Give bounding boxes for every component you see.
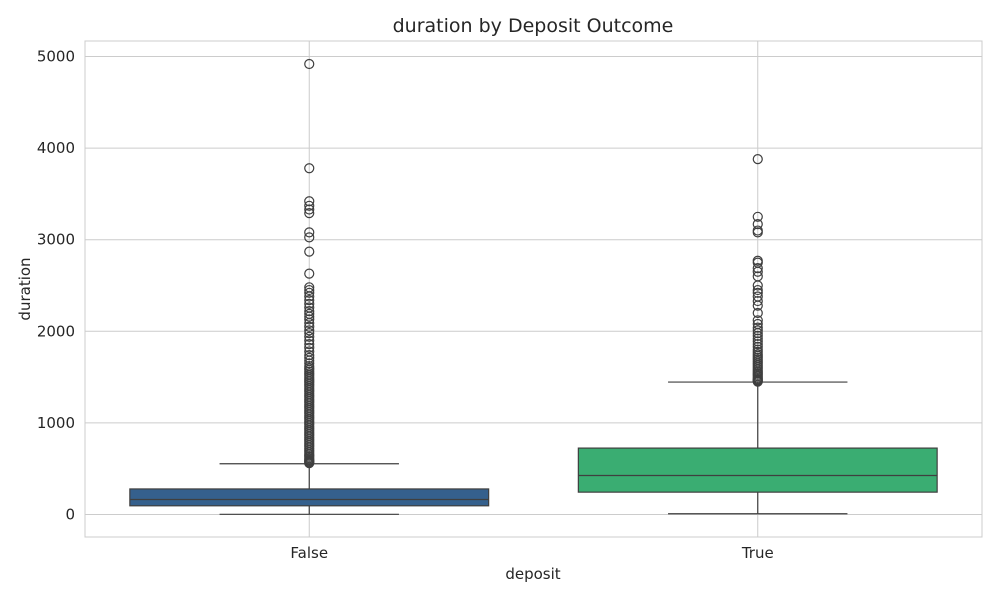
y-axis-label: duration: [16, 257, 34, 320]
outlier-point: [304, 232, 315, 243]
y-tick-label: 5000: [37, 48, 75, 66]
outlier-point: [752, 262, 763, 274]
box-group-true: [577, 153, 938, 515]
boxes: [129, 58, 938, 515]
box-iqr: [577, 447, 938, 493]
y-axis-ticks: 0 1000 2000 3000 4000 5000: [37, 48, 75, 524]
outlier-point: [304, 246, 315, 257]
outlier-point: [304, 308, 315, 319]
outlier-point: [304, 284, 315, 296]
outlier-point: [752, 341, 763, 352]
outlier-point: [304, 314, 315, 325]
y-tick-label: 1000: [37, 414, 75, 432]
outlier-point: [304, 321, 315, 332]
outlier-point: [304, 200, 315, 211]
outlier-point: [752, 255, 763, 266]
outlier-point: [752, 336, 763, 347]
outlier-point: [752, 153, 763, 165]
y-tick-label: 0: [65, 506, 75, 524]
outlier-point: [304, 196, 315, 207]
y-tick-label: 4000: [37, 139, 75, 157]
y-tick-label: 2000: [37, 322, 75, 340]
outlier-point: [304, 339, 315, 350]
outlier-point: [304, 346, 315, 357]
outlier-point: [304, 227, 315, 238]
outlier-point: [752, 219, 763, 230]
outlier-point: [752, 333, 763, 344]
outlier-point: [304, 298, 315, 309]
outlier-point: [304, 352, 315, 363]
outlier-point: [752, 211, 763, 222]
outlier-point: [752, 287, 763, 298]
outlier-point: [304, 208, 315, 219]
outlier-point: [752, 322, 763, 333]
outlier-point: [304, 287, 315, 298]
outlier-point: [304, 342, 315, 353]
outlier-point: [304, 268, 315, 279]
outlier-point: [752, 315, 763, 326]
outlier-point: [752, 307, 763, 319]
y-tick-label: 3000: [37, 231, 75, 249]
outlier-point: [304, 325, 315, 336]
outlier-point: [752, 284, 763, 296]
outlier-point: [752, 318, 763, 330]
outlier-point: [304, 328, 315, 339]
outlier-point: [304, 163, 315, 174]
outlier-point: [304, 58, 315, 70]
outlier-point: [304, 331, 315, 342]
outlier-point: [752, 330, 763, 341]
x-tick-label: False: [290, 544, 328, 562]
outlier-point: [752, 339, 763, 350]
outlier-point: [304, 350, 315, 361]
x-axis-ticks: False True: [290, 544, 773, 562]
outlier-point: [304, 282, 315, 293]
x-tick-label: True: [741, 544, 774, 562]
outlier-point: [304, 335, 315, 346]
box-group-false: [129, 58, 490, 515]
outlier-point: [304, 295, 315, 306]
box-iqr: [129, 488, 490, 507]
outlier-point: [752, 325, 763, 336]
outlier-point: [752, 225, 763, 236]
outlier-point: [304, 358, 315, 369]
outlier-point: [752, 291, 763, 302]
outlier-point: [752, 271, 763, 282]
outlier-point: [752, 344, 763, 355]
chart-title: duration by Deposit Outcome: [393, 15, 674, 37]
outlier-point: [752, 295, 763, 307]
outlier-point: [304, 306, 315, 317]
outlier-point: [304, 361, 315, 372]
outlier-point: [304, 302, 315, 313]
x-axis-label: deposit: [505, 565, 560, 583]
outlier-point: [304, 204, 315, 215]
